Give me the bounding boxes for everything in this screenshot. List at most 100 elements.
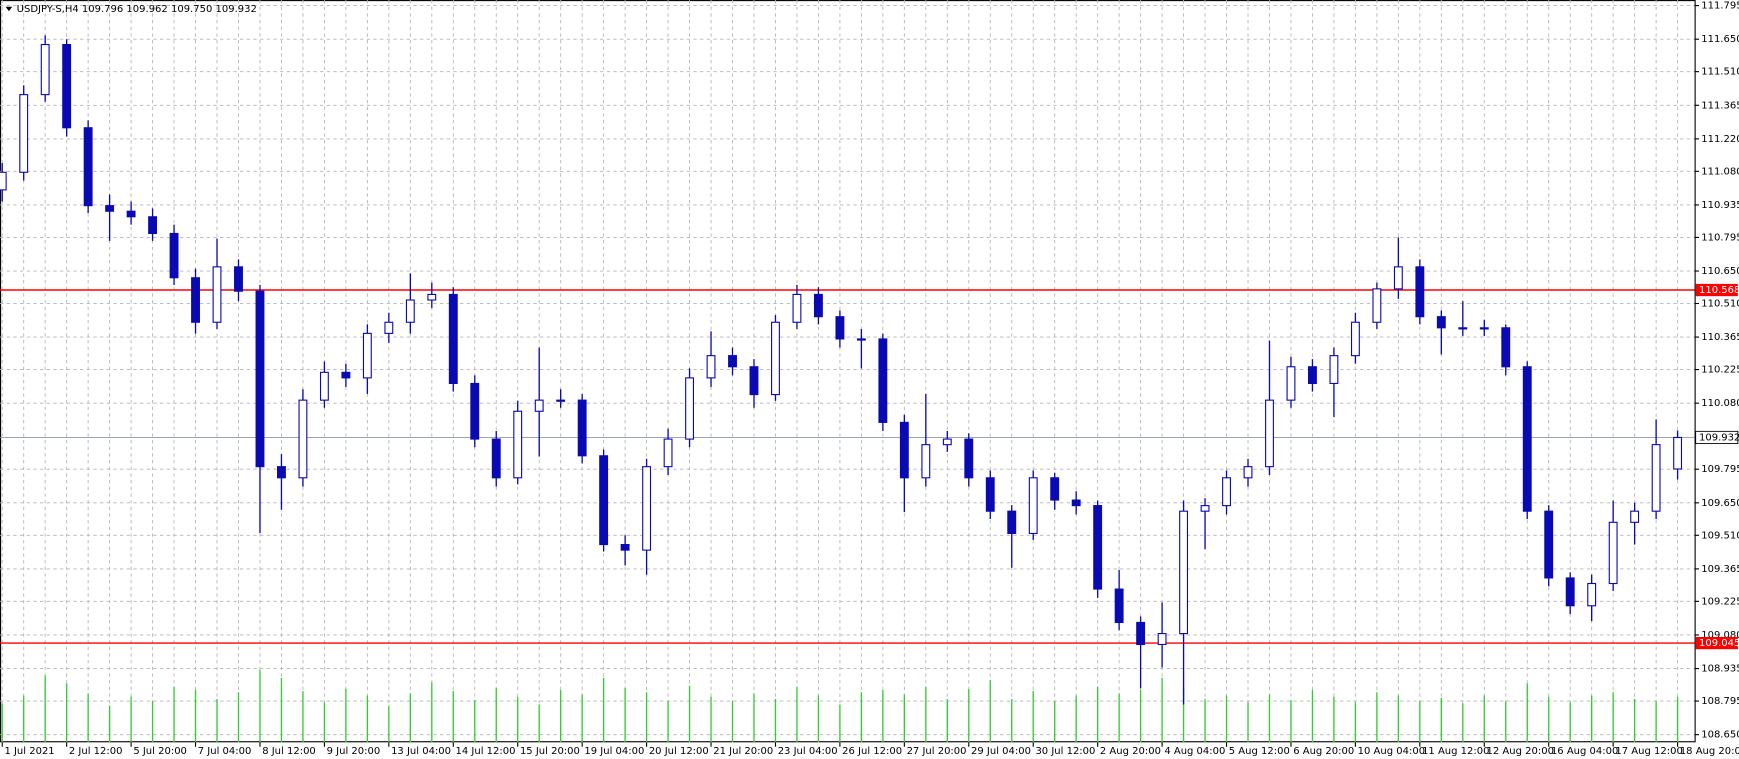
candle-body xyxy=(1093,505,1103,590)
candle-body xyxy=(1308,366,1317,385)
candle-body xyxy=(1458,327,1468,330)
candle-body xyxy=(1673,436,1683,470)
candle-body xyxy=(0,171,7,191)
y-tick-label: 111.080 xyxy=(1701,166,1739,177)
level-label: 109.045 xyxy=(1699,638,1739,649)
candle-body xyxy=(83,127,93,207)
y-tick-label: 111.795 xyxy=(1701,1,1739,12)
y-tick-label: 109.080 xyxy=(1701,630,1739,641)
candle-body xyxy=(921,444,931,479)
y-tick-label: 110.935 xyxy=(1701,200,1739,211)
candle-body xyxy=(1222,477,1231,507)
y-tick-label: 111.650 xyxy=(1701,34,1739,45)
y-tick-label: 111.365 xyxy=(1701,100,1739,111)
candle-body xyxy=(1436,316,1446,329)
candle-body xyxy=(556,399,566,402)
x-tick-label: 19 Jul 04:00 xyxy=(584,746,644,757)
x-tick-label: 2 Jul 12:00 xyxy=(69,746,123,757)
candle-body xyxy=(899,421,909,479)
x-tick-label: 9 Jul 20:00 xyxy=(327,746,381,757)
candle-body xyxy=(792,293,802,323)
candle-body xyxy=(942,438,952,446)
candle-body xyxy=(835,316,845,340)
candle-body xyxy=(212,266,222,323)
x-tick-label: 15 Jul 20:00 xyxy=(520,746,580,757)
candle-body xyxy=(191,277,200,323)
candle-body xyxy=(1415,266,1425,318)
candle-body xyxy=(513,410,523,479)
candle-body xyxy=(169,232,179,279)
candle-body xyxy=(1071,499,1081,507)
x-tick-label: 5 Aug 12:00 xyxy=(1229,746,1290,757)
candle-body xyxy=(105,205,115,212)
x-tick-label: 30 Jul 12:00 xyxy=(1035,746,1095,757)
x-tick-label: 27 Jul 20:00 xyxy=(907,746,967,757)
y-tick-label: 110.510 xyxy=(1701,298,1739,309)
x-tick-label: 20 Jul 12:00 xyxy=(649,746,709,757)
candle-body xyxy=(148,216,158,235)
x-tick-label: 14 Jul 12:00 xyxy=(456,746,516,757)
x-tick-label: 13 Jul 04:00 xyxy=(391,746,451,757)
candle-body xyxy=(1630,510,1640,523)
x-tick-label: 1 Jul 2021 xyxy=(4,746,54,757)
y-tick-label: 110.650 xyxy=(1701,266,1739,277)
candle-body xyxy=(1157,633,1167,646)
candle-body xyxy=(813,293,823,318)
candle-body xyxy=(1501,327,1511,368)
candle-body xyxy=(491,438,501,479)
y-tick-label: 110.365 xyxy=(1701,332,1739,343)
candle-body xyxy=(1136,621,1146,646)
candle-body xyxy=(620,544,630,551)
y-tick-label: 109.365 xyxy=(1701,564,1739,575)
candle-body xyxy=(534,399,544,412)
candle-body xyxy=(448,293,458,385)
y-tick-label: 108.650 xyxy=(1701,730,1739,741)
candle-body xyxy=(384,321,394,334)
x-tick-label: 7 Jul 04:00 xyxy=(198,746,252,757)
candle-body xyxy=(1372,288,1382,323)
level-label-bg xyxy=(1695,636,1738,650)
level-label: 110.568 xyxy=(1699,285,1739,296)
plot-frame xyxy=(0,0,1696,743)
candle-body xyxy=(470,382,480,440)
x-tick-label: 4 Aug 04:00 xyxy=(1164,746,1225,757)
x-tick-label: 8 Jul 12:00 xyxy=(262,746,316,757)
candle-body xyxy=(642,466,652,551)
candle-body xyxy=(771,321,780,396)
candle-body xyxy=(706,355,716,379)
x-tick-label: 10 Aug 04:00 xyxy=(1358,746,1425,757)
candle-body xyxy=(255,290,265,468)
x-tick-label: 26 Jul 12:00 xyxy=(842,746,902,757)
candle-body xyxy=(1050,477,1060,501)
candle-body xyxy=(663,438,673,468)
candle-body xyxy=(405,299,415,323)
y-tick-label: 111.510 xyxy=(1701,67,1739,78)
candle-body xyxy=(319,371,329,401)
grid xyxy=(0,0,1695,743)
candle-body xyxy=(1651,444,1661,512)
candle-body xyxy=(427,293,437,301)
x-tick-label: 6 Aug 20:00 xyxy=(1293,746,1354,757)
candle-body xyxy=(685,377,694,440)
candle-body xyxy=(1265,399,1274,468)
current-price-bg xyxy=(1695,430,1739,445)
current-price-label: 109.932 xyxy=(1699,432,1739,443)
candle-body xyxy=(985,477,995,512)
candle-body xyxy=(362,332,372,379)
candle-body xyxy=(1179,510,1189,635)
candle-body xyxy=(126,210,136,218)
candle-body xyxy=(1200,505,1210,512)
candle-body xyxy=(19,94,29,173)
candle-body xyxy=(1114,588,1124,624)
x-tick-label: 12 Aug 20:00 xyxy=(1487,746,1554,757)
candle-body xyxy=(1565,577,1575,607)
y-tick-label: 110.225 xyxy=(1701,365,1739,376)
x-tick-label: 5 Jul 20:00 xyxy=(133,746,187,757)
candle-body xyxy=(856,338,866,341)
candle-body xyxy=(1587,582,1597,607)
level-lines xyxy=(0,289,1695,644)
x-tick-label: 16 Aug 04:00 xyxy=(1551,746,1618,757)
candles xyxy=(0,35,1683,705)
candle-body xyxy=(964,438,974,479)
